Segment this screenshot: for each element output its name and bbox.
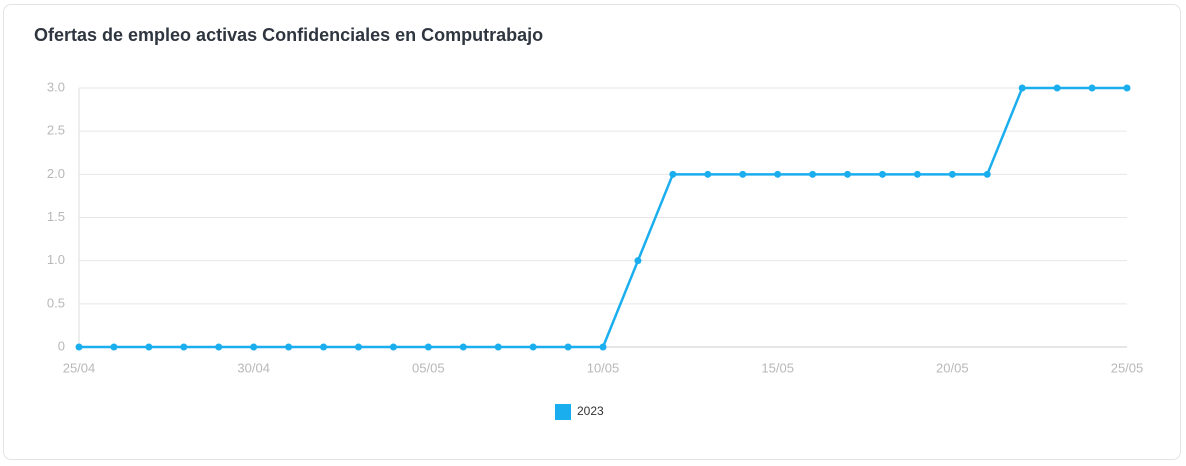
point: [704, 170, 712, 178]
point: [983, 170, 991, 178]
point: [1123, 84, 1131, 92]
point: [599, 343, 607, 351]
y-tick-label: 3.0: [47, 79, 65, 94]
point: [354, 343, 362, 351]
point: [1018, 84, 1026, 92]
x-tick-label: 05/05: [412, 360, 445, 375]
point: [739, 170, 747, 178]
chart-title: Ofertas de empleo activas Confidenciales…: [34, 25, 543, 45]
point: [634, 257, 642, 265]
legend-swatch: [555, 404, 571, 420]
point: [320, 343, 328, 351]
point: [75, 343, 83, 351]
y-tick-label: 2.0: [47, 166, 65, 181]
point: [389, 343, 397, 351]
point: [145, 343, 153, 351]
y-tick-label: 1.5: [47, 209, 65, 224]
y-tick-label: 1.0: [47, 252, 65, 267]
point: [494, 343, 502, 351]
y-tick-label: 2.5: [47, 123, 65, 138]
point: [564, 343, 572, 351]
point: [180, 343, 188, 351]
point: [424, 343, 432, 351]
point: [215, 343, 223, 351]
point: [948, 170, 956, 178]
x-tick-label: 30/04: [237, 360, 270, 375]
legend-label: 2023: [577, 404, 604, 418]
y-tick-label: 0: [58, 338, 65, 353]
point: [1088, 84, 1096, 92]
point: [669, 170, 677, 178]
point: [913, 170, 921, 178]
point: [878, 170, 886, 178]
point: [110, 343, 118, 351]
x-tick-label: 25/04: [63, 360, 96, 375]
x-tick-label: 10/05: [587, 360, 620, 375]
point: [529, 343, 537, 351]
point: [459, 343, 467, 351]
x-tick-label: 20/05: [936, 360, 969, 375]
point: [774, 170, 782, 178]
point: [285, 343, 293, 351]
point: [844, 170, 852, 178]
point: [809, 170, 817, 178]
y-tick-label: 0.5: [47, 295, 65, 310]
point: [1053, 84, 1061, 92]
card: [3, 4, 1181, 460]
x-tick-label: 15/05: [761, 360, 794, 375]
point: [250, 343, 258, 351]
x-tick-label: 25/05: [1111, 360, 1144, 375]
